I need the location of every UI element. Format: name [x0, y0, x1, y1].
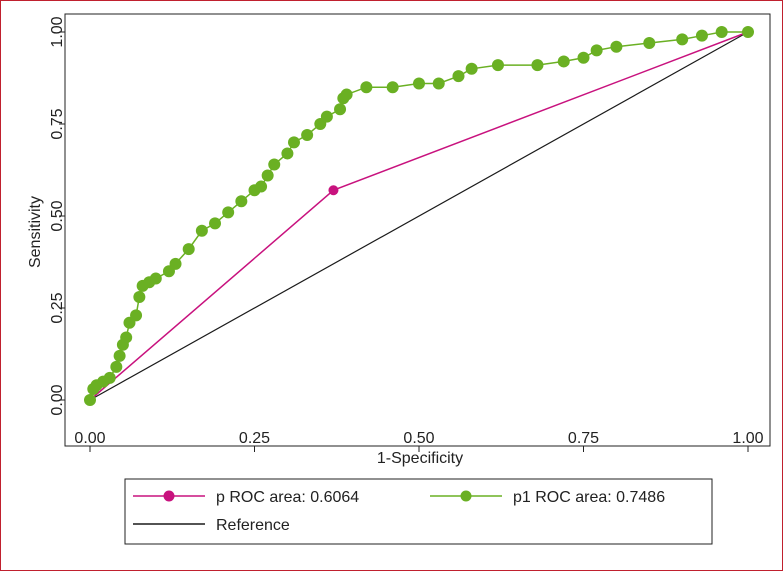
series-p1-point — [209, 217, 222, 230]
x-axis: 0.00 0.25 0.50 0.75 1.00 — [74, 430, 764, 452]
series-p1-point — [320, 110, 333, 123]
series-p1-point — [261, 169, 274, 182]
series-p — [89, 31, 749, 401]
y-tick-label: 0.50 — [49, 200, 66, 231]
series-p1-point — [169, 257, 182, 270]
series-p1-point — [255, 180, 268, 193]
series-p1-point — [676, 33, 689, 46]
x-axis-title: 1-Specificity — [377, 450, 463, 467]
legend-item-p1: p1 ROC area: 0.7486 — [430, 489, 665, 506]
series-p1-point — [742, 26, 754, 38]
series-p1-point — [557, 55, 570, 68]
series-p1-point — [195, 224, 208, 237]
legend-label-p1: p1 ROC area: 0.7486 — [513, 489, 665, 506]
series-p1-point — [301, 129, 314, 142]
x-tick-label: 0.25 — [239, 430, 270, 447]
x-tick-label: 1.00 — [732, 430, 763, 447]
series-p1-point — [695, 29, 708, 42]
y-axis: 0.00 0.25 0.50 0.75 1.00 — [49, 16, 66, 415]
series-reference — [89, 31, 749, 401]
series-reference-line — [89, 31, 749, 401]
legend-marker-p — [163, 490, 175, 502]
legend-marker-p1 — [460, 490, 472, 502]
series-p1-point — [120, 331, 133, 344]
series-p1-point — [610, 40, 623, 53]
series-p1-point — [413, 77, 425, 90]
series-p1-point — [360, 81, 373, 94]
series-p1-point — [386, 81, 399, 94]
series-p1-point — [281, 147, 294, 160]
series-p1-point — [334, 103, 347, 116]
series-p1-point — [268, 158, 281, 171]
series-layer — [84, 26, 754, 406]
series-p1-point — [531, 59, 544, 72]
series-p1-point — [465, 62, 478, 75]
series-p1-point — [590, 44, 603, 57]
series-p1-point — [287, 136, 300, 149]
x-tick-label: 0.50 — [403, 430, 434, 447]
series-p-point — [328, 185, 339, 196]
y-tick-label: 0.00 — [49, 384, 66, 415]
series-p1-point — [222, 206, 235, 219]
y-axis-title: Sensitivity — [27, 196, 44, 268]
x-tick-label: 0.75 — [568, 430, 599, 447]
series-p1-point — [452, 70, 465, 83]
series-p1-point — [84, 394, 96, 406]
legend: p ROC area: 0.6064 p1 ROC area: 0.7486 Ref… — [124, 478, 713, 545]
series-p1-point — [149, 272, 162, 285]
y-tick-label: 0.25 — [49, 292, 66, 323]
series-p1-point — [491, 59, 504, 72]
series-p1 — [84, 26, 754, 406]
series-p1-point — [340, 88, 353, 101]
series-p1-point — [182, 243, 195, 256]
series-p1-point — [110, 360, 123, 373]
legend-label-p: p ROC area: 0.6064 — [216, 489, 359, 506]
legend-item-p: p ROC area: 0.6064 — [133, 489, 359, 506]
legend-label-reference: Reference — [216, 517, 290, 534]
series-p1-point — [715, 26, 728, 38]
series-p1-point — [133, 290, 146, 303]
series-p1-point — [235, 195, 248, 208]
series-p1-point — [432, 77, 445, 90]
y-tick-label: 0.75 — [49, 108, 66, 139]
series-p1-point — [113, 349, 126, 362]
x-tick-label: 0.00 — [74, 430, 105, 447]
legend-box — [124, 478, 713, 545]
series-p1-point — [103, 371, 116, 384]
series-p1-point — [577, 51, 590, 64]
series-p1-point — [130, 309, 143, 322]
series-p1-point — [643, 37, 656, 50]
legend-item-reference: Reference — [133, 517, 290, 534]
y-tick-label: 1.00 — [49, 16, 66, 47]
